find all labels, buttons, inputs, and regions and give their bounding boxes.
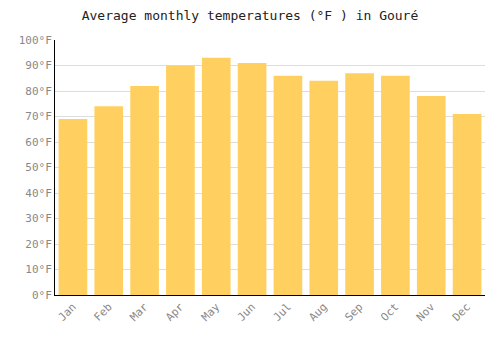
- svg-text:20°F: 20°F: [25, 238, 52, 251]
- svg-text:40°F: 40°F: [25, 187, 52, 200]
- svg-text:Sep: Sep: [342, 301, 365, 324]
- svg-text:Average monthly temperatures (: Average monthly temperatures (°F ) in Go…: [82, 8, 419, 23]
- svg-text:Jul: Jul: [271, 301, 294, 324]
- svg-text:90°F: 90°F: [25, 59, 52, 72]
- svg-text:100°F: 100°F: [19, 34, 52, 47]
- svg-text:Feb: Feb: [92, 301, 115, 324]
- svg-text:Dec: Dec: [450, 301, 473, 324]
- svg-text:10°F: 10°F: [25, 263, 52, 276]
- svg-text:Jan: Jan: [56, 301, 79, 324]
- svg-text:Apr: Apr: [163, 300, 187, 324]
- svg-text:May: May: [199, 300, 223, 324]
- svg-text:70°F: 70°F: [25, 110, 52, 123]
- svg-text:Nov: Nov: [414, 300, 438, 324]
- svg-text:50°F: 50°F: [25, 161, 52, 174]
- svg-text:60°F: 60°F: [25, 136, 52, 149]
- svg-text:Aug: Aug: [307, 301, 330, 324]
- svg-text:Mar: Mar: [127, 300, 151, 324]
- svg-text:Jun: Jun: [235, 301, 258, 324]
- svg-text:0°F: 0°F: [32, 289, 52, 302]
- svg-text:80°F: 80°F: [25, 85, 52, 98]
- svg-text:30°F: 30°F: [25, 212, 52, 225]
- svg-text:Oct: Oct: [378, 301, 401, 324]
